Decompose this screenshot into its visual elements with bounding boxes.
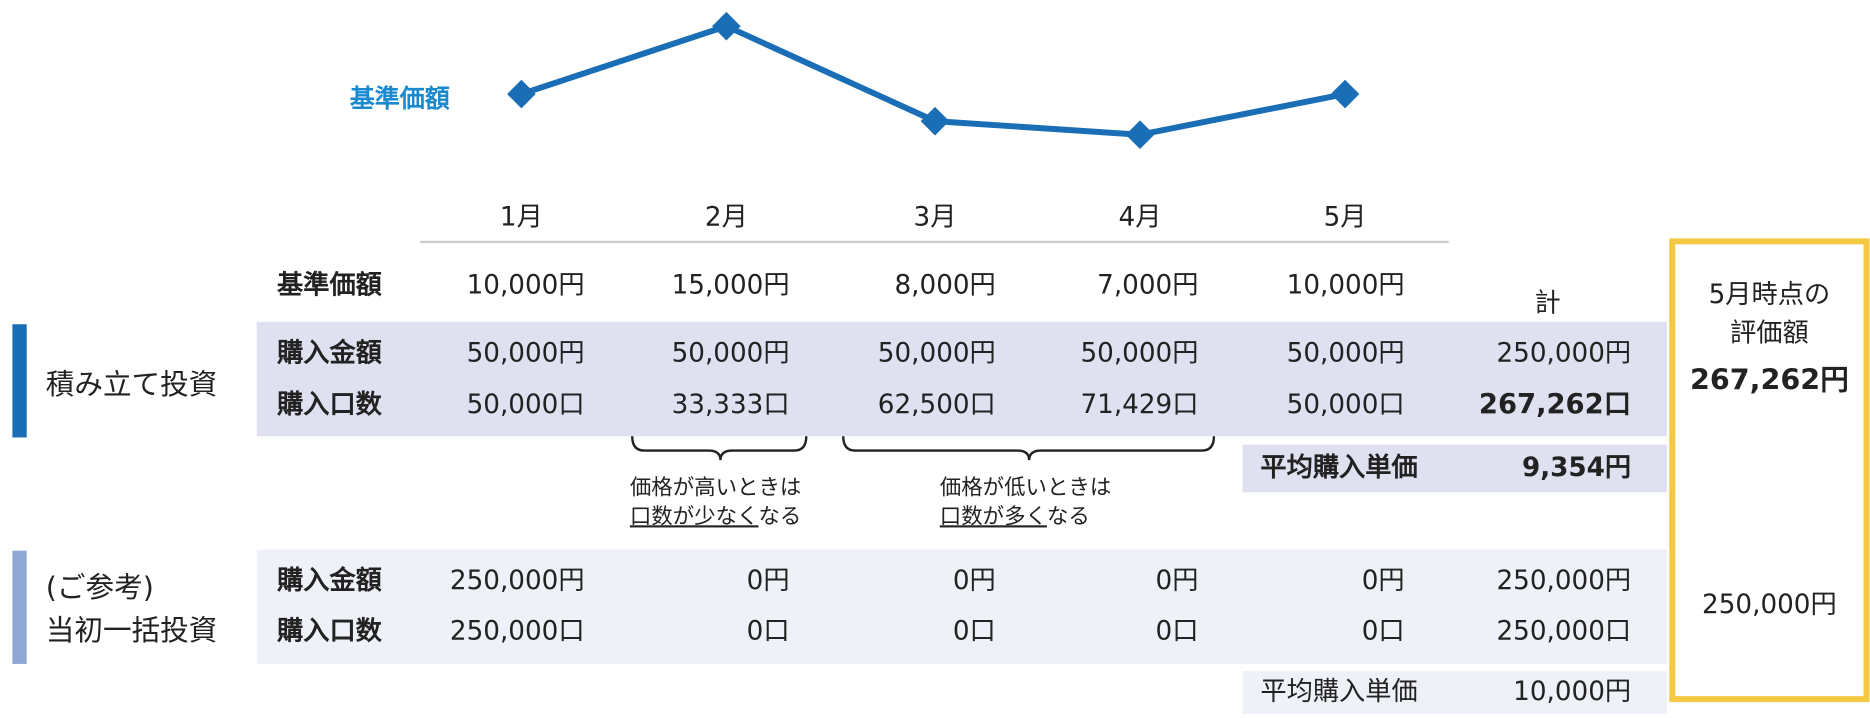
valuation: 267,262円 (1690, 362, 1849, 396)
cell: 267,262口 (1479, 389, 1631, 420)
cell: 71,429口 (1080, 390, 1198, 420)
cell: 50,000円 (1080, 339, 1198, 369)
avg-value: 9,354円 (1522, 453, 1631, 483)
series-label: 基準価額 (350, 84, 450, 113)
note: 価格が高いときは (630, 476, 801, 501)
note: 口数が少なくなる (630, 504, 801, 529)
cell: 50,000円 (1287, 339, 1405, 369)
row-label: 購入金額 (277, 565, 382, 596)
section-title: 積み立て投資 (46, 367, 218, 401)
point (507, 79, 536, 109)
cell: 50,000口 (467, 390, 585, 420)
cell: 0口 (1362, 616, 1405, 646)
month-label: 5月 (1324, 203, 1367, 233)
note-underlined: 口数が多く (940, 504, 1047, 529)
avg-box (1242, 671, 1667, 714)
price-cell: 10,000円 (1287, 271, 1405, 301)
note: 口数が多くなる (940, 504, 1090, 529)
point (1125, 120, 1155, 149)
note-rest: なる (1047, 504, 1090, 529)
cell: 0口 (747, 616, 790, 646)
cell: 0円 (747, 566, 790, 596)
note-rest: なる (758, 504, 801, 529)
cell: 50,000口 (1287, 390, 1405, 420)
valuation-box (1669, 238, 1870, 703)
cell: 33,333口 (672, 390, 790, 420)
section-bar (12, 324, 27, 438)
month-label: 3月 (914, 203, 957, 233)
cell: 50,000円 (878, 339, 996, 369)
cell: 250,000円 (1496, 566, 1631, 596)
cell: 50,000円 (672, 339, 790, 369)
cell: 0円 (1156, 566, 1199, 596)
valuation-header: 評価額 (1730, 318, 1809, 348)
brace (842, 436, 1216, 461)
cell: 62,500口 (878, 390, 996, 420)
avg-label: 平均購入単価 (1260, 677, 1417, 707)
band (256, 549, 1667, 664)
avg-value: 10,000円 (1513, 677, 1631, 707)
month-label: 2月 (705, 203, 748, 233)
valuation: 250,000円 (1702, 590, 1837, 620)
section-title: (ご参考) (46, 570, 154, 604)
cell: 0円 (1362, 566, 1405, 596)
month-label: 4月 (1119, 203, 1162, 233)
cell: 250,000円 (450, 566, 585, 596)
cell: 250,000口 (450, 616, 585, 646)
avg-label: 平均購入単価 (1260, 452, 1417, 483)
cell: 0口 (953, 616, 996, 646)
valuation-header: 5月時点の (1709, 280, 1831, 310)
row-label: 基準価額 (277, 270, 382, 301)
section-bar (12, 550, 27, 664)
row-label: 購入口数 (277, 390, 383, 420)
brace (631, 436, 808, 461)
note-underlined: 口数が少なく (630, 504, 759, 529)
month-label: 1月 (500, 203, 543, 233)
cell: 0円 (953, 566, 996, 596)
price-cell: 10,000円 (467, 271, 585, 301)
price-cell: 8,000円 (895, 271, 996, 301)
price-cell: 7,000円 (1097, 271, 1198, 301)
cell: 50,000円 (467, 339, 585, 369)
note: 価格が低いときは (940, 476, 1112, 501)
point (712, 11, 741, 41)
section-title: 当初一括投資 (46, 613, 218, 647)
row-label: 購入金額 (277, 338, 382, 369)
point (1330, 79, 1360, 109)
avg-box (1242, 444, 1667, 493)
band (256, 321, 1667, 437)
cell: 0口 (1156, 616, 1199, 646)
point (920, 106, 950, 136)
cell: 250,000口 (1496, 616, 1631, 646)
total-label: 計 (1535, 288, 1561, 318)
cell: 250,000円 (1496, 339, 1631, 369)
price-cell: 15,000円 (672, 271, 790, 301)
row-label: 購入口数 (277, 616, 383, 646)
